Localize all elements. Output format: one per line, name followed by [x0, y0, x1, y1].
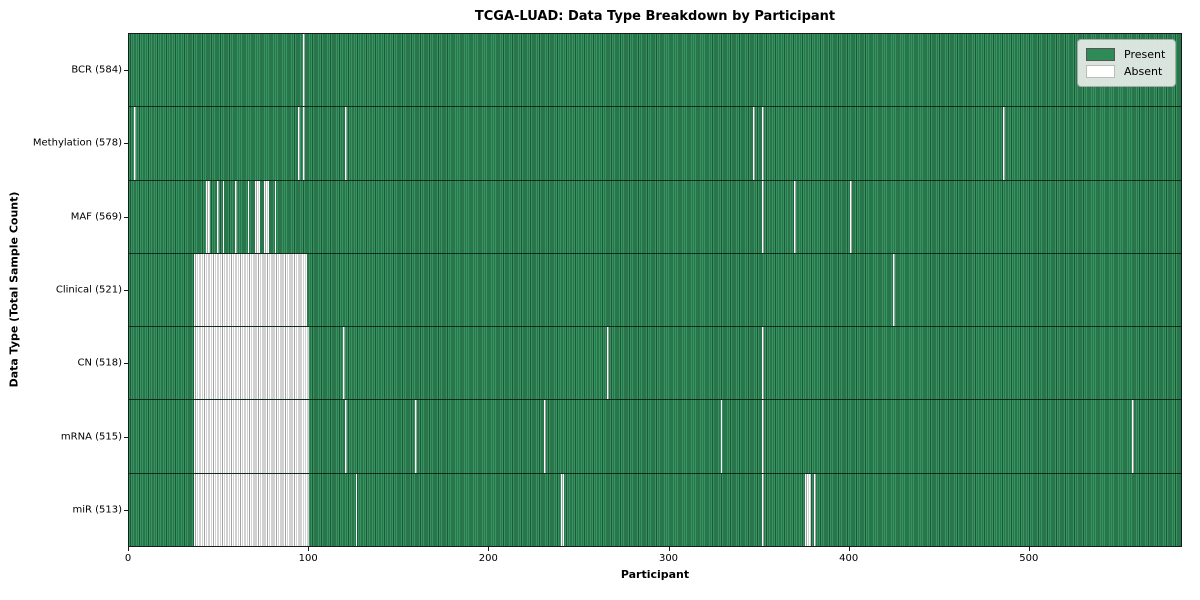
absent-segment	[761, 473, 764, 546]
heatmap-row-bcr	[129, 34, 1181, 107]
absent-segment	[193, 327, 309, 400]
x-tick-mark	[668, 547, 670, 551]
absent-segment	[544, 400, 547, 473]
absent-segment	[217, 180, 219, 253]
x-axis-title: Participant	[620, 568, 690, 581]
heatmap-row-maf	[129, 179, 1181, 253]
y-tick-mark	[124, 69, 128, 71]
absent-segment	[720, 400, 723, 473]
absent-segment	[193, 473, 309, 546]
y-tick-label: mRNA (515)	[60, 431, 122, 443]
legend-item-absent: Absent	[1086, 63, 1167, 80]
y-axis-title: Data Type (Total Sample Count)	[7, 191, 21, 388]
absent-segment	[235, 180, 237, 253]
absent-segment	[193, 253, 308, 327]
x-tick-label: 400	[839, 553, 859, 564]
absent-segment	[344, 400, 347, 473]
absent-segment	[254, 180, 261, 253]
absent-segment	[222, 180, 225, 253]
y-tick-label: CN (518)	[77, 357, 122, 369]
present-swatch-icon	[1086, 48, 1115, 61]
absent-segment	[303, 34, 306, 107]
heatmap-row-cn	[129, 326, 1181, 400]
absent-segment	[298, 107, 300, 180]
x-tick-label: 300	[658, 553, 679, 564]
plot-area	[128, 33, 1182, 547]
heatmap-row-methylation	[129, 106, 1181, 180]
x-tick-label: 500	[1019, 553, 1039, 564]
y-tick-mark	[124, 290, 128, 291]
absent-segment	[274, 180, 277, 253]
absent-segment	[206, 180, 210, 253]
legend-item-present: Present	[1086, 46, 1167, 63]
absent-segment	[814, 473, 816, 546]
heatmap-row-clinical	[129, 252, 1181, 327]
absent-segment	[805, 473, 811, 546]
y-tick-label: MAF (569)	[70, 211, 122, 223]
x-tick-label: 200	[478, 553, 498, 564]
y-tick-mark	[124, 216, 128, 218]
x-tick-mark	[128, 547, 129, 551]
chart-title: TCGA-LUAD: Data Type Breakdown by Partic…	[474, 9, 836, 24]
absent-swatch-icon	[1086, 65, 1115, 78]
absent-segment	[344, 107, 347, 180]
absent-segment	[193, 400, 309, 473]
absent-segment	[1002, 107, 1005, 180]
absent-segment	[761, 327, 764, 400]
heatmap-row-mrna	[129, 399, 1181, 473]
x-tick-mark	[488, 547, 490, 551]
y-tick-mark	[124, 363, 128, 365]
x-tick-mark	[848, 547, 850, 551]
x-tick-label: 100	[298, 553, 318, 564]
absent-segment	[303, 107, 306, 180]
legend-label-present: Present	[1124, 48, 1166, 61]
y-tick-mark	[124, 436, 128, 438]
absent-segment	[607, 327, 610, 400]
absent-segment	[794, 180, 797, 253]
absent-segment	[414, 400, 417, 473]
absent-segment	[560, 473, 565, 546]
absent-segment	[355, 473, 358, 546]
absent-segment	[342, 327, 345, 400]
y-tick-label: miR (513)	[72, 504, 122, 516]
heatmap-row-mir	[129, 472, 1181, 546]
absent-segment	[1132, 400, 1135, 473]
y-tick-label: BCR (584)	[71, 64, 122, 76]
absent-segment	[761, 400, 764, 473]
legend-label-absent: Absent	[1124, 65, 1163, 78]
absent-segment	[134, 107, 137, 180]
absent-segment	[247, 180, 250, 253]
y-tick-label: Methylation (578)	[32, 137, 122, 149]
absent-segment	[850, 180, 852, 253]
absent-segment	[263, 180, 270, 253]
absent-segment	[761, 180, 764, 253]
absent-segment	[761, 107, 764, 180]
x-tick-label: 0	[124, 553, 132, 564]
legend: Present Absent	[1077, 39, 1176, 87]
absent-segment	[753, 107, 755, 180]
x-tick-mark	[1028, 547, 1030, 551]
absent-segment	[893, 253, 896, 327]
y-tick-mark	[124, 143, 128, 145]
y-tick-mark	[124, 510, 128, 512]
x-tick-mark	[308, 547, 310, 551]
y-tick-label: Clinical (521)	[55, 284, 122, 296]
